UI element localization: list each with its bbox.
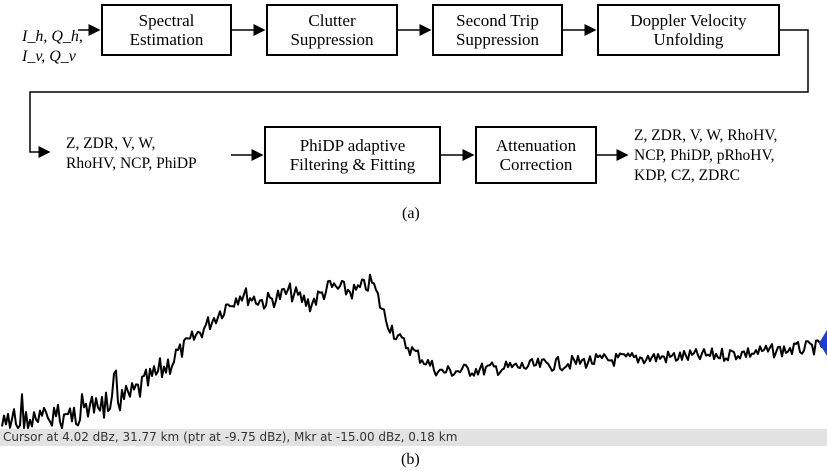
attenuation-correction-box: Attenuation Correction	[475, 126, 597, 184]
phidp-filtering-box: PhiDP adaptive Filtering & Fitting	[264, 126, 441, 184]
range-marker-icon	[819, 330, 827, 356]
spectrum-trace	[1, 273, 823, 429]
cursor-status-bar: Cursor at 4.02 dBz, 31.77 km (ptr at -9.…	[0, 429, 827, 446]
spectrum-panel	[0, 232, 827, 447]
caption-a: (a)	[402, 205, 420, 222]
second-trip-suppression-box: Second Trip Suppression	[432, 4, 563, 56]
final-outputs-label: Z, ZDR, V, W, RhoHV, NCP, PhiDP, pRhoHV,…	[634, 127, 778, 184]
caption-b: (b)	[401, 451, 420, 468]
input-signals-line1: I_h, Q_h,	[22, 28, 83, 45]
spectral-estimation-box: Spectral Estimation	[101, 4, 232, 56]
flow-connectors	[29, 24, 809, 161]
input-signals-line2: I_v, Q_v	[22, 48, 76, 65]
arrow-doppler-to-midoutputs	[29, 29, 809, 158]
spectrum-plot	[1, 273, 827, 429]
intermediate-outputs-label: Z, ZDR, V, W, RhoHV, NCP, PhiDP	[66, 135, 197, 172]
clutter-suppression-box: Clutter Suppression	[266, 4, 398, 56]
doppler-velocity-unfolding-box: Doppler Velocity Unfolding	[597, 4, 780, 56]
